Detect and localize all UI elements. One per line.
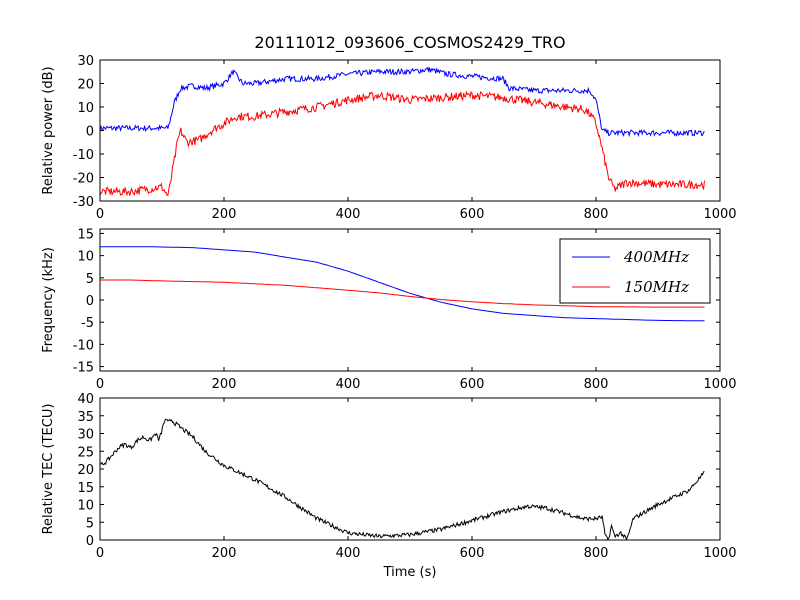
x-tick-label: 1000: [703, 546, 736, 561]
x-tick-label: 600: [460, 377, 485, 392]
x-tick-label: 800: [584, 207, 609, 222]
y-tick-label: 35: [77, 410, 94, 425]
x-axis-label: Time (s): [383, 565, 437, 580]
y-tick-label: -30: [73, 195, 94, 210]
chart-panel: 0 200 400 600 800 10000510152025303540Relativ…: [41, 392, 737, 580]
x-tick-label: 0: [96, 207, 104, 222]
series-line: [100, 90, 705, 197]
y-axis-label: Frequency (kHz): [41, 247, 56, 353]
y-tick-label: -5: [81, 316, 94, 331]
y-tick-label: 0: [86, 294, 94, 309]
legend: 400MHz 150MHz: [559, 238, 711, 304]
y-tick-label: -10: [73, 148, 94, 163]
series-line: [100, 279, 705, 308]
y-tick-label: 10: [77, 250, 94, 265]
y-tick-label: 30: [77, 428, 94, 443]
y-tick-label: 0: [86, 125, 94, 140]
y-tick-label: 10: [77, 499, 94, 514]
x-tick-label: 400: [336, 207, 361, 222]
series-line: [100, 66, 705, 138]
figure-title: 20111012_093606_COSMOS2429_TRO: [254, 33, 565, 53]
chart-panel: 0 200 400 600 800 1000 -15 -10 -5 0 5 10 15 Frequency…: [41, 227, 737, 392]
legend-label: 400MHz: [623, 248, 689, 266]
y-tick-label: 40: [77, 392, 94, 407]
y-tick-label: 10: [77, 101, 94, 116]
axes-frame: [99, 397, 721, 541]
x-tick-label: 200: [212, 377, 237, 392]
x-tick-label: 200: [212, 546, 237, 561]
x-tick-label: 800: [584, 546, 609, 561]
axes-frame: [99, 59, 721, 202]
y-tick-label: -20: [73, 172, 94, 187]
x-tick-label: 1000: [703, 377, 736, 392]
x-tick-label: 400: [336, 377, 361, 392]
y-tick-label: 5: [86, 516, 94, 531]
series-line: [100, 246, 705, 322]
legend-box: [559, 238, 711, 304]
x-tick-label: 600: [460, 546, 485, 561]
legend-label: 150MHz: [624, 278, 689, 296]
y-tick-label: 15: [77, 481, 94, 496]
x-tick-label: 800: [584, 377, 609, 392]
y-tick-label: -10: [73, 338, 94, 353]
y-tick-label: 20: [77, 78, 94, 93]
y-tick-label: -15: [73, 361, 94, 376]
y-axis-label: Relative power (dB): [41, 66, 56, 194]
y-tick-label: 20: [77, 463, 94, 478]
x-tick-label: 0: [96, 546, 104, 561]
y-axis-label: Relative TEC (TECU): [41, 404, 56, 535]
y-tick-label: 15: [77, 227, 94, 242]
y-tick-label: 0: [86, 534, 94, 549]
x-tick-label: 200: [212, 207, 237, 222]
x-tick-label: 400: [336, 546, 361, 561]
x-tick-label: 0: [96, 377, 104, 392]
y-tick-label: 25: [77, 445, 94, 460]
x-tick-label: 1000: [703, 207, 736, 222]
chart-panel: 0 200 400 600 800 1000 -30 -20 -10 0 10 20 30 Relativ…: [41, 54, 737, 222]
panels: 0 200 400 600 800 1000-30-20-100102030Relativ…: [41, 54, 737, 580]
x-tick-label: 600: [460, 207, 485, 222]
series-line: [100, 418, 705, 540]
y-tick-label: 30: [77, 54, 94, 69]
y-tick-label: 5: [86, 272, 94, 287]
